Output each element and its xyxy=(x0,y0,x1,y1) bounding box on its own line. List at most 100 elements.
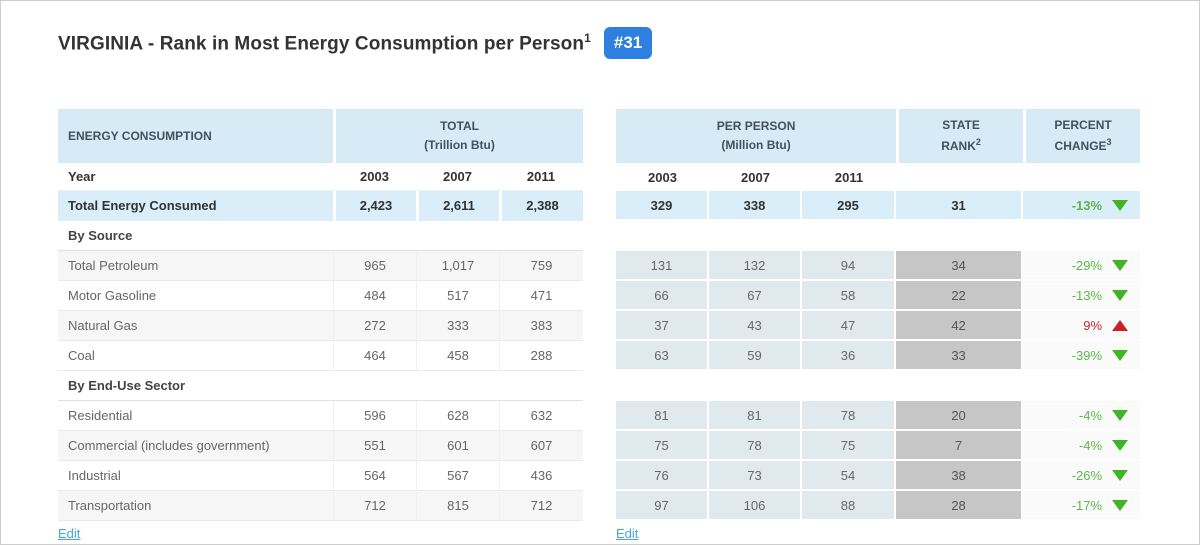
percent-change-header-line1: PERCENT xyxy=(1054,117,1112,132)
total-btu-value: 458 xyxy=(416,341,499,371)
total-btu-value: 288 xyxy=(499,341,584,371)
row-label: Transportation xyxy=(58,491,333,521)
total-energy-panel: ENERGY CONSUMPTION TOTAL (Trillion Btu) … xyxy=(58,109,584,541)
state-rank-header-line1: STATE xyxy=(942,117,980,132)
percent-change-cell: -4% xyxy=(1023,401,1141,431)
year-row-rank-spacer xyxy=(896,163,1024,191)
total-btu-value: 1,017 xyxy=(416,251,499,281)
title-bar: VIRGINIA - Rank in Most Energy Consumpti… xyxy=(58,27,653,60)
triangle-down-icon xyxy=(1112,410,1129,422)
table-row: Motor Gasoline 484 517 471 xyxy=(58,281,584,311)
state-rank-value: 22 xyxy=(896,281,1024,311)
percent-change-cell: -39% xyxy=(1023,341,1141,371)
percent-change-value: -13% xyxy=(1071,288,1103,304)
total-row: 329 338 295 31 -13% xyxy=(616,191,1141,221)
table-row: 66 67 58 22 -13% xyxy=(616,281,1141,311)
per-person-value: 43 xyxy=(709,311,803,341)
total-btu-value: 759 xyxy=(499,251,584,281)
table-row: Coal 464 458 288 xyxy=(58,341,584,371)
per-person-value: 73 xyxy=(709,461,803,491)
total-row: Total Energy Consumed 2,423 2,611 2,388 xyxy=(58,191,584,221)
per-person-value: 132 xyxy=(709,251,803,281)
state-rank-value: 7 xyxy=(896,431,1024,461)
row-label: Commercial (includes government) xyxy=(58,431,333,461)
table-row: Commercial (includes government) 551 601 60… xyxy=(58,431,584,461)
total-btu-value: 383 xyxy=(499,311,584,341)
spacer-cell xyxy=(616,371,1141,401)
section-label: By Source xyxy=(58,221,584,251)
row-label: Total Petroleum xyxy=(58,251,333,281)
per-person-table: PER PERSON (Million Btu) STATE RANK2 PER… xyxy=(616,109,1141,521)
total-consumption-table: ENERGY CONSUMPTION TOTAL (Trillion Btu) … xyxy=(58,109,584,521)
per-person-value: 88 xyxy=(802,491,897,521)
total-btu-value: 333 xyxy=(416,311,499,341)
total-btu-value: 436 xyxy=(499,461,584,491)
state-rank-value: 20 xyxy=(896,401,1024,431)
table-row: Natural Gas 272 333 383 xyxy=(58,311,584,341)
percent-change-value: -17% xyxy=(1071,498,1103,514)
per-person-value: 97 xyxy=(616,491,710,521)
total-btu-value: 272 xyxy=(333,311,416,341)
section-header-row: By End-Use Sector xyxy=(58,371,584,401)
state-rank-value: 34 xyxy=(896,251,1024,281)
tables-container: ENERGY CONSUMPTION TOTAL (Trillion Btu) … xyxy=(58,109,1141,541)
total-btu-value: 484 xyxy=(333,281,416,311)
total-btu-value: 815 xyxy=(416,491,499,521)
percent-change-value: -4% xyxy=(1078,438,1103,454)
percent-change-value: 9% xyxy=(1083,318,1103,334)
per-person-group-header-unit: (Million Btu) xyxy=(721,138,791,152)
state-rank-value: 42 xyxy=(896,311,1024,341)
per-person-value: 131 xyxy=(616,251,710,281)
per-person-value: 295 xyxy=(802,191,897,221)
per-person-value: 76 xyxy=(616,461,710,491)
year-header: 2011 xyxy=(802,163,897,191)
state-rank-footnote: 2 xyxy=(975,137,981,147)
year-header: 2007 xyxy=(709,163,803,191)
triangle-down-icon xyxy=(1112,470,1129,482)
edit-link-left[interactable]: Edit xyxy=(58,526,81,541)
percent-change-value: -29% xyxy=(1071,258,1103,274)
table-row: 97 106 88 28 -17% xyxy=(616,491,1141,521)
total-btu-value: 564 xyxy=(333,461,416,491)
per-person-value: 78 xyxy=(709,431,803,461)
state-rank-header-line2: RANK2 xyxy=(899,135,1023,156)
percent-change-footnote: 3 xyxy=(1106,137,1112,147)
triangle-down-icon xyxy=(1112,290,1129,302)
percent-change-cell: 9% xyxy=(1023,311,1141,341)
percent-change-value: -13% xyxy=(1071,198,1103,214)
total-btu-value: 601 xyxy=(416,431,499,461)
percent-change-header-text: CHANGE xyxy=(1054,139,1107,153)
right-header-row: PER PERSON (Million Btu) STATE RANK2 PER… xyxy=(616,109,1141,163)
per-person-value: 329 xyxy=(616,191,710,221)
percent-change-cell: -26% xyxy=(1023,461,1141,491)
percent-change-value: -4% xyxy=(1078,408,1103,424)
spacer-row xyxy=(616,221,1141,251)
spacer-cell xyxy=(616,221,1141,251)
total-btu-value: 965 xyxy=(333,251,416,281)
total-btu-value: 712 xyxy=(499,491,584,521)
year-header: 2007 xyxy=(416,163,499,191)
per-person-value: 58 xyxy=(802,281,897,311)
per-person-value: 54 xyxy=(802,461,897,491)
total-btu-value: 471 xyxy=(499,281,584,311)
per-person-value: 59 xyxy=(709,341,803,371)
left-year-row: Year 2003 2007 2011 xyxy=(58,163,584,191)
total-btu-value: 551 xyxy=(333,431,416,461)
year-row-percent-spacer xyxy=(1023,163,1141,191)
table-row: Residential 596 628 632 xyxy=(58,401,584,431)
row-label: Residential xyxy=(58,401,333,431)
total-group-header-unit: (Trillion Btu) xyxy=(424,138,495,152)
per-person-value: 37 xyxy=(616,311,710,341)
table-row: 75 78 75 7 -4% xyxy=(616,431,1141,461)
year-label: Year xyxy=(58,163,333,191)
table-row: 76 73 54 38 -26% xyxy=(616,461,1141,491)
total-btu-value: 2,611 xyxy=(416,191,499,221)
edit-link-right[interactable]: Edit xyxy=(616,526,639,541)
table-row: Transportation 712 815 712 xyxy=(58,491,584,521)
state-rank-value: 33 xyxy=(896,341,1024,371)
row-label: Coal xyxy=(58,341,333,371)
percent-change-cell: -13% xyxy=(1023,191,1141,221)
per-person-value: 47 xyxy=(802,311,897,341)
total-group-header-title: TOTAL xyxy=(440,118,479,133)
rank-badge: #31 xyxy=(603,27,653,60)
